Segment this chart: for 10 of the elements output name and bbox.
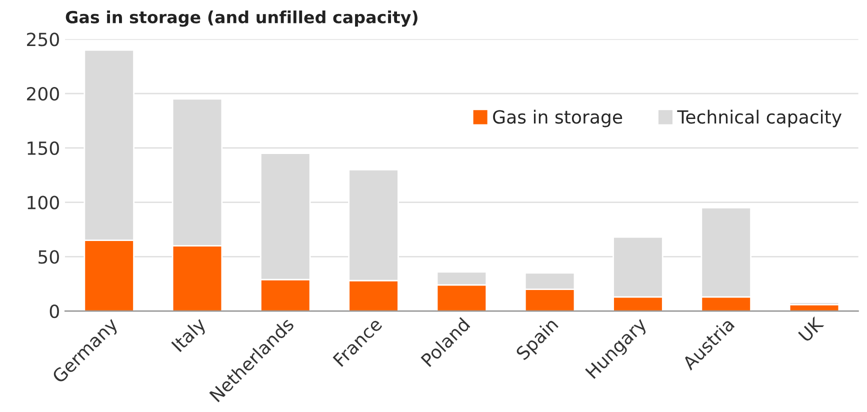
y-tick-label: 0	[50, 304, 59, 318]
y-tick-label: 250	[27, 32, 59, 46]
chart-title: Gas in storage (and unfilled capacity)	[66, 10, 418, 27]
legend-label: Gas in storage	[493, 110, 622, 128]
y-tick-label: 150	[28, 141, 59, 156]
y-tick-label: 200	[27, 86, 59, 101]
y-tick-label: 100	[28, 196, 59, 210]
x-tick-label: UK	[798, 316, 824, 342]
y-tick-label: 50	[38, 250, 59, 264]
legend-label: Technical capacity	[677, 110, 842, 128]
